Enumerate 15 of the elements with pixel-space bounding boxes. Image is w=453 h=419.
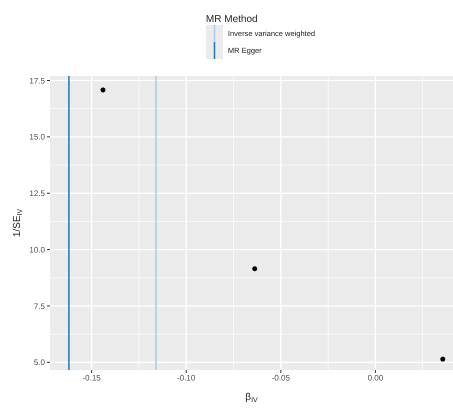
x-tick-label: -0.10 [177,374,196,383]
x-tick-label: -0.05 [272,374,290,383]
point [252,266,258,272]
y-tick-label: 10.0 [29,245,46,254]
y-tick-label: 17.5 [29,76,46,86]
y-tick-label: 12.5 [29,189,46,198]
legend-title: MR Method [206,14,259,25]
y-tick-label: 5.0 [34,358,46,368]
point [100,87,106,92]
y-tick-label: 15.0 [29,132,46,142]
x-tick-label: 0.00 [368,374,384,383]
y-tick-label: 7.5 [34,302,46,311]
x-axis-title: β$_{IV}$ [245,392,258,404]
x-tick-label: -0.15 [82,374,102,383]
point [440,356,446,362]
